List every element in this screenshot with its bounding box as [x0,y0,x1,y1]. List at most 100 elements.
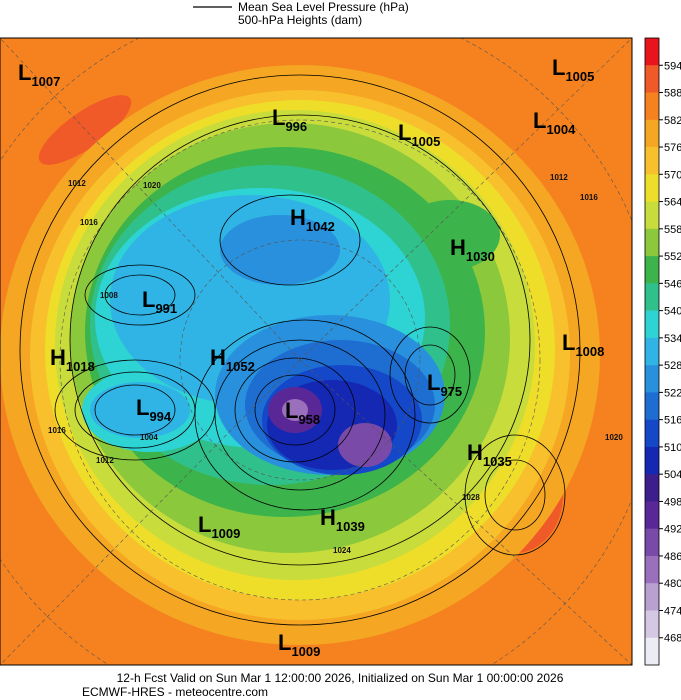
center-type: L [552,55,565,80]
pressure-center: H1042 [290,205,335,234]
pressure-center: H1052 [210,345,255,374]
colorbar-frame [644,37,660,666]
center-value: 1018 [66,359,95,374]
center-value: 1052 [226,359,255,374]
pressure-center: L1008 [562,330,604,359]
center-type: L [198,512,211,537]
pressure-center: H1039 [320,505,365,534]
colorbar-bin [645,310,659,339]
center-type: L [427,370,440,395]
colorbar-bin [645,528,659,557]
colorbar-bin [645,147,659,175]
colorbar-tick-label: 474 [664,605,681,617]
colorbar-bin [645,610,659,639]
colorbar-tick-label: 522 [664,387,681,399]
pressure-center: L996 [272,105,307,134]
colorbar-bin [645,92,659,121]
center-type: H [450,235,466,260]
center-type: L [285,398,298,423]
colorbar-tick-label: 552 [664,251,681,263]
colorbar-tick-label: 594 [664,60,681,72]
center-value: 1007 [31,74,60,89]
center-value: 1005 [411,134,440,149]
colorbar-bin [645,637,659,666]
legend-fill-label: 500-hPa Heights (dam) [238,13,362,27]
colorbar-tick-label: 504 [664,469,681,481]
colorbar-tick-label: 498 [664,496,681,508]
colorbar-tick-label: 492 [664,524,681,536]
contour-label: 1004 [140,433,158,442]
center-type: L [18,60,31,85]
colorbar-bin [645,365,659,393]
center-value: 1009 [291,644,320,659]
colorbar-tick-label: 588 [664,88,681,100]
contour-label: 1016 [80,218,98,227]
colorbar-tick-label: 540 [664,306,681,318]
colorbar-bin [645,583,659,611]
center-type: L [136,395,149,420]
pressure-center: L1007 [18,60,60,89]
center-type: H [320,505,336,530]
colorbar-tick-label: 480 [664,578,681,590]
pressure-center: L958 [285,398,320,427]
contour-label: 1016 [580,193,598,202]
colorbar-bin [645,228,659,257]
pressure-center: H1018 [50,345,95,374]
colorbar-bin [645,119,659,148]
center-type: L [533,108,546,133]
colorbar-bin [645,419,659,448]
colorbar-tick-label: 570 [664,169,681,181]
colorbar-tick-label: 564 [664,197,681,209]
center-type: H [210,345,226,370]
contour-label: 1012 [550,173,568,182]
contour-label: 1028 [462,493,480,502]
contour-label: 1020 [605,433,623,442]
pressure-center: L1009 [278,630,320,659]
center-value: 1008 [575,344,604,359]
colorbar-tick-label: 516 [664,415,681,427]
colorbar-bin [645,501,659,529]
center-type: L [142,287,155,312]
colorbar-bin [645,555,659,584]
footer-valid: 12-h Fcst Valid on Sun Mar 1 12:00:00 20… [117,671,564,685]
legend-line-label: Mean Sea Level Pressure (hPa) [238,0,409,14]
pressure-center: L1009 [198,512,240,541]
colorbar-bin [645,446,659,475]
pressure-center: H1030 [450,235,495,264]
colorbar-tick-label: 558 [664,224,681,236]
colorbar-bin [645,337,659,366]
contour-label: 1008 [100,291,118,300]
colorbar-bin [645,201,659,230]
contour-label: 1024 [333,546,351,555]
colorbar-bin [645,392,659,420]
colorbar-bin [645,474,659,502]
center-type: H [50,345,66,370]
contour-label: 1012 [68,179,86,188]
center-value: 1005 [565,69,594,84]
center-value: 1030 [466,249,495,264]
pressure-center: L1005 [552,55,594,84]
colorbar-tick-label: 468 [664,633,681,645]
colorbar-tick-label: 534 [664,333,681,345]
pressure-center: H1035 [467,440,512,469]
center-value: 1004 [546,122,576,137]
center-value: 994 [149,409,171,424]
center-value: 958 [298,412,320,427]
center-type: L [398,120,411,145]
colorbar-bin [645,65,659,93]
colorbar-tick-label: 546 [664,278,681,290]
center-value: 991 [155,301,177,316]
center-type: L [562,330,575,355]
colorbar-bin [645,283,659,311]
pressure-center: L1004 [533,108,576,137]
center-value: 1042 [306,219,335,234]
pressure-center: L991 [142,287,177,316]
contour-label: 1012 [96,456,114,465]
center-type: L [278,630,291,655]
legend: Mean Sea Level Pressure (hPa) 500-hPa He… [193,0,409,27]
center-value: 1039 [336,519,365,534]
contour-label: 1016 [48,426,66,435]
footer-source: ECMWF-HRES - meteocentre.com [82,685,268,699]
